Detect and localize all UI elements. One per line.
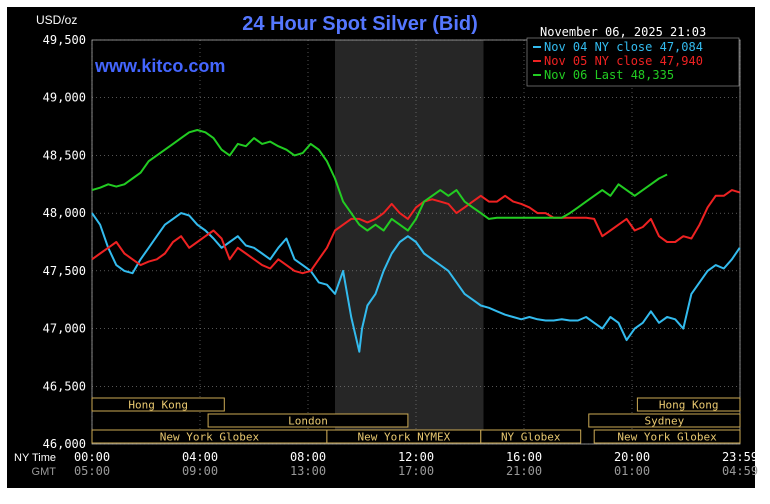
unit-label: USD/oz bbox=[36, 13, 77, 27]
x-tick-label: 16:00 bbox=[506, 450, 542, 464]
y-tick-label: 48,000 bbox=[43, 206, 86, 220]
watermark-text: www.kitco.com bbox=[94, 56, 225, 76]
x-tick-label: 04:59 bbox=[722, 464, 758, 478]
market-session-box bbox=[91, 397, 225, 412]
chart-title: 24 Hour Spot Silver (Bid) bbox=[242, 13, 478, 35]
x-tick-label: 01:00 bbox=[614, 464, 650, 478]
x-axis-row-label: GMT bbox=[32, 466, 57, 478]
market-session-box bbox=[593, 429, 741, 444]
y-tick-label: 46,000 bbox=[43, 437, 86, 451]
x-tick-label: 17:00 bbox=[398, 464, 434, 478]
y-tick-label: 46,500 bbox=[43, 379, 86, 393]
grid-layer bbox=[91, 39, 741, 445]
axis-layer: 49,500 49,000 48,500 48,000 47,500 47,000 46,5… bbox=[14, 33, 758, 478]
legend-entry: Nov 05 NY close 47,940 bbox=[544, 54, 703, 68]
market-session-box bbox=[588, 413, 741, 428]
series-line-2 bbox=[91, 189, 740, 275]
y-tick-label: 49,000 bbox=[43, 91, 86, 105]
market-session-box bbox=[207, 413, 409, 428]
market-session-label: New York Globex bbox=[617, 431, 717, 444]
market-session-label: New York Globex bbox=[160, 431, 260, 444]
x-tick-label: 00:00 bbox=[74, 450, 110, 464]
series-layer bbox=[91, 129, 741, 353]
y-tick-label: 48,500 bbox=[43, 148, 86, 162]
legend-box bbox=[526, 37, 740, 87]
x-tick-label: 23:59 bbox=[722, 450, 758, 464]
x-tick-label: 09:00 bbox=[182, 464, 218, 478]
x-tick-label: 05:00 bbox=[74, 464, 110, 478]
market-session-box bbox=[636, 397, 741, 412]
series-line-1 bbox=[91, 212, 741, 353]
x-axis-row-label: NY Time bbox=[14, 452, 56, 464]
market-session-label: NY Globex bbox=[501, 431, 561, 444]
shaded-session-region bbox=[335, 40, 484, 444]
y-tick-label: 49,500 bbox=[43, 33, 86, 47]
legend-entry: Nov 04 NY close 47,084 bbox=[544, 40, 703, 54]
market-session-label: New York NYMEX bbox=[357, 431, 450, 444]
legend-entry: Nov 06 Last 48,335 bbox=[544, 68, 674, 82]
market-session-box bbox=[480, 429, 582, 444]
x-tick-label: 21:00 bbox=[506, 464, 542, 478]
x-tick-label: 13:00 bbox=[290, 464, 326, 478]
x-tick-label: 12:00 bbox=[398, 450, 434, 464]
x-tick-label: 20:00 bbox=[614, 450, 650, 464]
y-tick-label: 47,000 bbox=[43, 322, 86, 336]
market-session-label: London bbox=[288, 415, 328, 428]
x-tick-label: 08:00 bbox=[290, 450, 326, 464]
market-session-label: Hong Kong bbox=[128, 399, 188, 412]
timestamp: November 06, 2025 21:03 bbox=[540, 25, 706, 39]
market-session-label: Hong Kong bbox=[659, 399, 719, 412]
shaded-region-layer bbox=[335, 40, 484, 444]
series-line-3 bbox=[91, 129, 668, 232]
x-tick-label: 04:00 bbox=[182, 450, 218, 464]
market-sessions-layer: Hong Kong London New York Globex New York N… bbox=[91, 397, 741, 444]
market-session-label: Sydney bbox=[645, 415, 685, 428]
plot-border bbox=[91, 39, 741, 445]
y-tick-label: 47,500 bbox=[43, 264, 86, 278]
